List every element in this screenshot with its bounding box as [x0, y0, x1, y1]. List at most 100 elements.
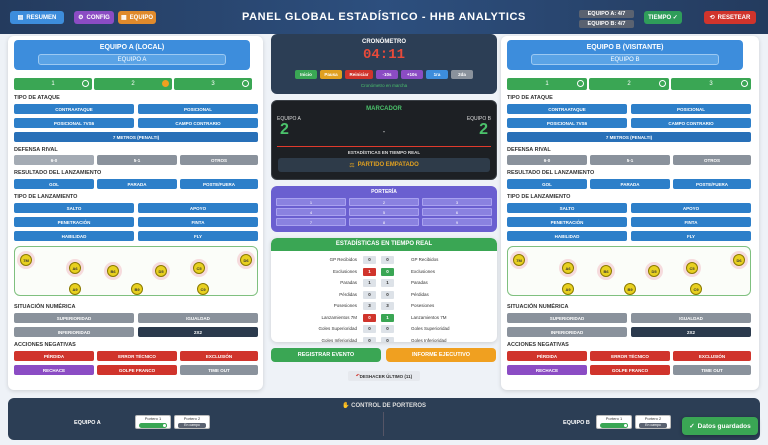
throw-apoyo[interactable]: APOYO [631, 203, 751, 213]
team-a-period-3[interactable]: 3 [174, 78, 252, 90]
throw-finta[interactable]: FINTA [631, 217, 751, 227]
negative-golpe-franco[interactable]: GOLPE FRANCO [97, 365, 177, 375]
goal-zone-6[interactable]: 6 [422, 208, 492, 216]
position-d6[interactable]: D6 [733, 254, 745, 266]
goal-zone-2[interactable]: 2 [349, 198, 419, 206]
negative-rechace[interactable]: RECHACE [507, 365, 587, 375]
resumen-button[interactable]: ▤ RESUMEN [10, 11, 64, 24]
tiempo-button[interactable]: TIEMPO ✓ [644, 11, 682, 24]
team-b-name-input[interactable]: EQUIPO B [531, 54, 719, 65]
defense-6-0[interactable]: 6-0 [14, 155, 94, 165]
attack-posicional[interactable]: POSICIONAL [138, 104, 258, 114]
numeric-2x2[interactable]: 2X2 [631, 327, 751, 337]
position-d5[interactable]: D5 [648, 265, 660, 277]
numeric-inferioridad[interactable]: INFERIORIDAD [14, 327, 134, 337]
attack-7-metros[interactable]: 7 METROS (PENALTI) [507, 132, 751, 142]
negative-error-tecnico[interactable]: ERROR TÉCNICO [590, 351, 670, 361]
numeric-2x2[interactable]: 2X2 [138, 327, 258, 337]
team-a-period-2[interactable]: 2 [94, 78, 172, 90]
position-c5[interactable]: C5 [193, 262, 205, 274]
position-a6[interactable]: A6 [562, 262, 574, 274]
throw-apoyo[interactable]: APOYO [138, 203, 258, 213]
negative-time-out[interactable]: TIME OUT [180, 365, 258, 375]
position-d6[interactable]: D6 [240, 254, 252, 266]
throw-penetracion[interactable]: PENETRACIÓN [14, 217, 134, 227]
numeric-igualdad[interactable]: IGUALDAD [631, 313, 751, 323]
position-7m[interactable]: 7M [513, 254, 525, 266]
negative-golpe-franco[interactable]: GOLPE FRANCO [590, 365, 670, 375]
result-parada[interactable]: PARADA [590, 179, 670, 189]
attack-7-metros[interactable]: 7 METROS (PENALTI) [14, 132, 258, 142]
negative-exclusion[interactable]: EXCLUSIÓN [673, 351, 751, 361]
team-a-name-input[interactable]: EQUIPO A [38, 54, 226, 65]
position-7m[interactable]: 7M [20, 254, 32, 266]
numeric-inferioridad[interactable]: INFERIORIDAD [507, 327, 627, 337]
clock-start-button[interactable]: Inicio [295, 70, 317, 79]
position-b6[interactable]: B6 [600, 265, 612, 277]
goal-zone-1[interactable]: 1 [276, 198, 346, 206]
negative-time-out[interactable]: TIME OUT [673, 365, 751, 375]
throw-fly[interactable]: FLY [138, 231, 258, 241]
keeper-a-p1-toggle[interactable] [139, 423, 167, 428]
keeper-b-p1[interactable]: Portero 1 [596, 415, 632, 429]
attack-posicional-7vs6[interactable]: POSICIONAL 7VS6 [507, 118, 627, 128]
negative-error-tecnico[interactable]: ERROR TÉCNICO [97, 351, 177, 361]
result-parada[interactable]: PARADA [97, 179, 177, 189]
numeric-superioridad[interactable]: SUPERIORIDAD [507, 313, 627, 323]
keeper-a-p2[interactable]: Portero 2 En campo [174, 415, 210, 429]
clock-second-half-button[interactable]: 2da [451, 70, 473, 79]
numeric-igualdad[interactable]: IGUALDAD [138, 313, 258, 323]
position-a6[interactable]: A6 [69, 262, 81, 274]
attack-posicional-7vs6[interactable]: POSICIONAL 7VS6 [14, 118, 134, 128]
keeper-a-p1[interactable]: Portero 1 [135, 415, 171, 429]
clock-reset-button[interactable]: Reiniciar [345, 70, 373, 79]
result-gol[interactable]: GOL [507, 179, 587, 189]
goal-zone-4[interactable]: 4 [276, 208, 346, 216]
throw-salto[interactable]: SALTO [14, 203, 134, 213]
attack-contraataque[interactable]: CONTRAATAQUE [507, 104, 627, 114]
defense-otros[interactable]: OTROS [673, 155, 751, 165]
clock-pause-button[interactable]: Pausa [320, 70, 342, 79]
negative-rechace[interactable]: RECHACE [14, 365, 94, 375]
clock-minus-10-button[interactable]: -10s [376, 70, 398, 79]
position-d5[interactable]: D5 [155, 265, 167, 277]
goal-zone-8[interactable]: 8 [349, 218, 419, 226]
team-b-period-3[interactable]: 3 [671, 78, 751, 90]
result-gol[interactable]: GOL [14, 179, 94, 189]
negative-perdida[interactable]: PÉRDIDA [14, 351, 94, 361]
attack-campo-contrario[interactable]: CAMPO CONTRARIO [631, 118, 751, 128]
numeric-superioridad[interactable]: SUPERIORIDAD [14, 313, 134, 323]
defense-5-1[interactable]: 5-1 [590, 155, 670, 165]
position-b9[interactable]: B9 [624, 283, 636, 295]
defense-5-1[interactable]: 5-1 [97, 155, 177, 165]
position-b9[interactable]: B9 [131, 283, 143, 295]
position-c9[interactable]: C9 [690, 283, 702, 295]
position-c9[interactable]: C9 [197, 283, 209, 295]
position-a9[interactable]: A9 [69, 283, 81, 295]
attack-campo-contrario[interactable]: CAMPO CONTRARIO [138, 118, 258, 128]
attack-contraataque[interactable]: CONTRAATAQUE [14, 104, 134, 114]
goal-zone-5[interactable]: 5 [349, 208, 419, 216]
position-b6[interactable]: B6 [107, 265, 119, 277]
clock-first-half-button[interactable]: 1ra [426, 70, 448, 79]
goal-zone-7[interactable]: 7 [276, 218, 346, 226]
defense-6-0[interactable]: 6-0 [507, 155, 587, 165]
goal-zone-3[interactable]: 3 [422, 198, 492, 206]
goal-zone-9[interactable]: 9 [422, 218, 492, 226]
config-button[interactable]: ⚙ CONFIG [74, 11, 114, 24]
clock-plus-10-button[interactable]: +10s [401, 70, 423, 79]
negative-exclusion[interactable]: EXCLUSIÓN [180, 351, 258, 361]
equipo-button[interactable]: ▦ EQUIPO [118, 11, 156, 24]
throw-habilidad[interactable]: HABILIDAD [14, 231, 134, 241]
keeper-b-p2[interactable]: Portero 2 En campo [635, 415, 671, 429]
team-b-period-1[interactable]: 1 [507, 78, 587, 90]
result-poste-fuera[interactable]: POSTE/FUERA [180, 179, 258, 189]
defense-otros[interactable]: OTROS [180, 155, 258, 165]
team-b-period-2[interactable]: 2 [589, 78, 669, 90]
register-event-button[interactable]: REGISTRAR EVENTO [271, 348, 381, 362]
throw-penetracion[interactable]: PENETRACIÓN [507, 217, 627, 227]
executive-report-button[interactable]: INFORME EJECUTIVO [386, 348, 496, 362]
position-c5[interactable]: C5 [686, 262, 698, 274]
throw-fly[interactable]: FLY [631, 231, 751, 241]
throw-habilidad[interactable]: HABILIDAD [507, 231, 627, 241]
